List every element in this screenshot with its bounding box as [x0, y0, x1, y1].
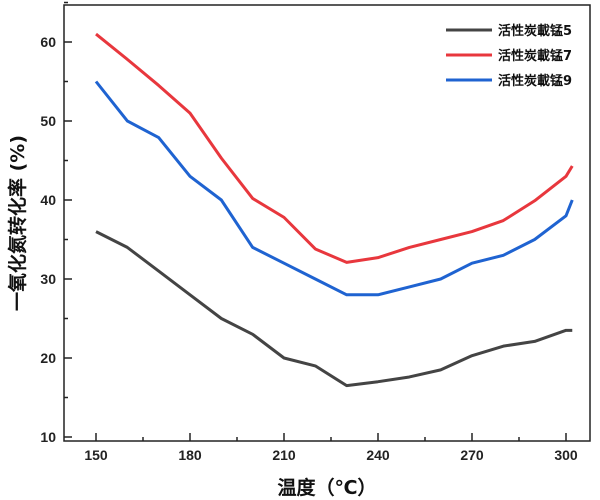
- series-line-3: [94, 80, 574, 297]
- x-tick-label: 240: [366, 447, 390, 463]
- y-tick-label: 30: [40, 271, 56, 287]
- y-axis-title: 一氧化氮转化率 (%): [6, 135, 29, 311]
- x-tick-label: 270: [460, 447, 484, 463]
- series-line-2: [95, 32, 574, 264]
- y-tick-label: 20: [40, 350, 56, 366]
- x-tick-label: 300: [554, 447, 578, 463]
- legend-label-2: 活性炭載锰7: [498, 48, 572, 64]
- legend-label-1: 活性炭載锰5: [498, 23, 572, 39]
- x-tick-label: 180: [178, 447, 202, 463]
- legend-label-3: 活性炭載锰9: [498, 73, 572, 89]
- legend: 活性炭載锰5 活性炭載锰7 活性炭載锰9: [446, 23, 572, 89]
- y-tick-label: 40: [40, 192, 56, 208]
- y-tick-label: 50: [40, 113, 56, 129]
- y-tick-label: 10: [40, 429, 56, 445]
- x-tick-label: 210: [272, 447, 296, 463]
- plot-frame: [63, 4, 591, 442]
- series-line-1: [95, 230, 573, 388]
- y-tick-label: 60: [40, 34, 56, 50]
- x-axis-title: 温度（℃）: [277, 476, 376, 499]
- x-tick-label: 150: [84, 447, 108, 463]
